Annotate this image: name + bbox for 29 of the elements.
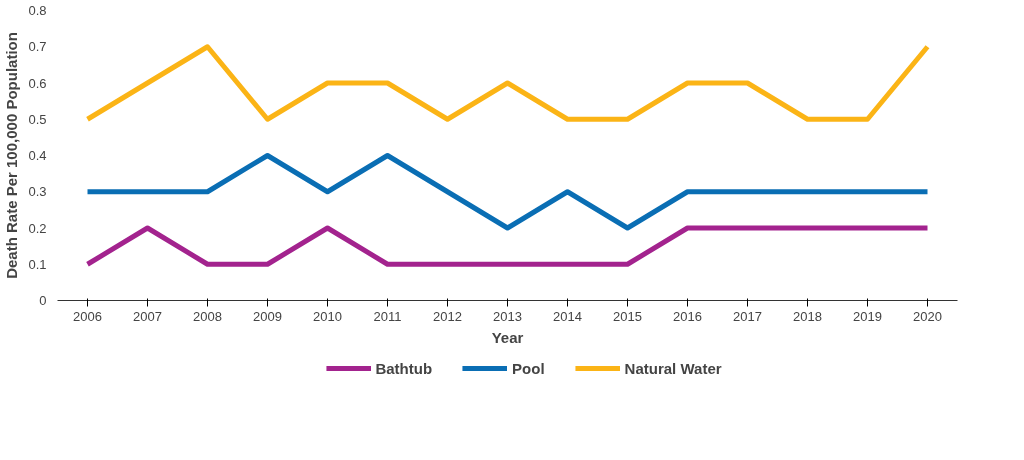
legend-label: Pool bbox=[512, 359, 545, 377]
y-tick-label: 0.3 bbox=[28, 184, 47, 200]
y-tick-label: 0.4 bbox=[28, 148, 47, 163]
x-tick-label: 2020 bbox=[913, 308, 942, 324]
y-tick-label: 0 bbox=[39, 293, 47, 308]
x-tick-label: 2014 bbox=[553, 308, 582, 324]
x-tick-label: 2018 bbox=[793, 308, 822, 324]
x-tick-label: 2016 bbox=[673, 308, 702, 324]
x-tick-label: 2019 bbox=[853, 308, 882, 324]
x-tick-label: 2012 bbox=[433, 308, 462, 324]
y-axis-title: Death Rate Per 100,000 Population bbox=[3, 32, 21, 279]
x-tick-label: 2006 bbox=[73, 308, 102, 324]
legend-label: Natural Water bbox=[624, 359, 722, 377]
x-tick-label: 2010 bbox=[313, 308, 342, 324]
x-tick-label: 2007 bbox=[133, 308, 162, 324]
y-tick-label: 0.6 bbox=[28, 75, 47, 91]
x-tick-label: 2009 bbox=[253, 308, 282, 324]
x-tick-label: 2015 bbox=[613, 308, 642, 324]
y-tick-label: 0.8 bbox=[28, 3, 47, 18]
y-tick-label: 0.7 bbox=[28, 39, 47, 55]
x-tick-label: 2008 bbox=[193, 308, 222, 324]
x-tick-label: 2017 bbox=[733, 308, 762, 324]
y-tick-label: 0.1 bbox=[28, 256, 47, 272]
y-tick-label: 0.2 bbox=[28, 220, 47, 236]
x-axis-title: Year bbox=[491, 328, 524, 346]
x-tick-label: 2011 bbox=[373, 308, 402, 324]
x-tick-label: 2013 bbox=[493, 308, 522, 324]
legend-label: Bathtub bbox=[375, 359, 433, 377]
y-tick-label: 0.5 bbox=[28, 111, 47, 127]
